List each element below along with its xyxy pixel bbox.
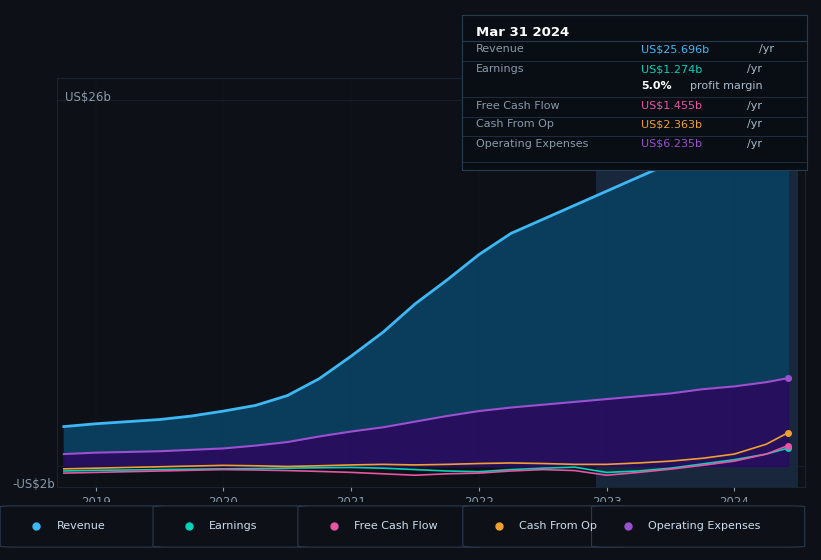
Bar	[596, 78, 798, 487]
Text: /yr: /yr	[747, 119, 763, 129]
Text: Free Cash Flow: Free Cash Flow	[476, 101, 559, 111]
Text: Operating Expenses: Operating Expenses	[648, 521, 760, 531]
Text: US$6.235b: US$6.235b	[641, 139, 703, 148]
FancyBboxPatch shape	[0, 506, 165, 547]
FancyBboxPatch shape	[463, 506, 628, 547]
Text: /yr: /yr	[747, 101, 763, 111]
Text: US$1.274b: US$1.274b	[641, 64, 703, 74]
Text: US$26b: US$26b	[65, 91, 111, 104]
Text: Earnings: Earnings	[476, 64, 525, 74]
Text: profit margin: profit margin	[690, 81, 763, 91]
Text: /yr: /yr	[759, 44, 773, 54]
Text: Earnings: Earnings	[209, 521, 258, 531]
Text: Free Cash Flow: Free Cash Flow	[354, 521, 438, 531]
FancyBboxPatch shape	[591, 506, 805, 547]
FancyBboxPatch shape	[298, 506, 487, 547]
Text: 5.0%: 5.0%	[641, 81, 672, 91]
Text: Mar 31 2024: Mar 31 2024	[476, 26, 569, 39]
Text: Revenue: Revenue	[57, 521, 105, 531]
Text: /yr: /yr	[747, 139, 763, 148]
Text: Operating Expenses: Operating Expenses	[476, 139, 588, 148]
Text: US$1.455b: US$1.455b	[641, 101, 703, 111]
Text: Cash From Op: Cash From Op	[519, 521, 597, 531]
Text: US$25.696b: US$25.696b	[641, 44, 709, 54]
Text: /yr: /yr	[747, 64, 763, 74]
Text: Revenue: Revenue	[476, 44, 525, 54]
Text: -US$2b: -US$2b	[12, 478, 55, 491]
FancyBboxPatch shape	[153, 506, 310, 547]
Text: US$2.363b: US$2.363b	[641, 119, 703, 129]
Text: Cash From Op: Cash From Op	[476, 119, 553, 129]
